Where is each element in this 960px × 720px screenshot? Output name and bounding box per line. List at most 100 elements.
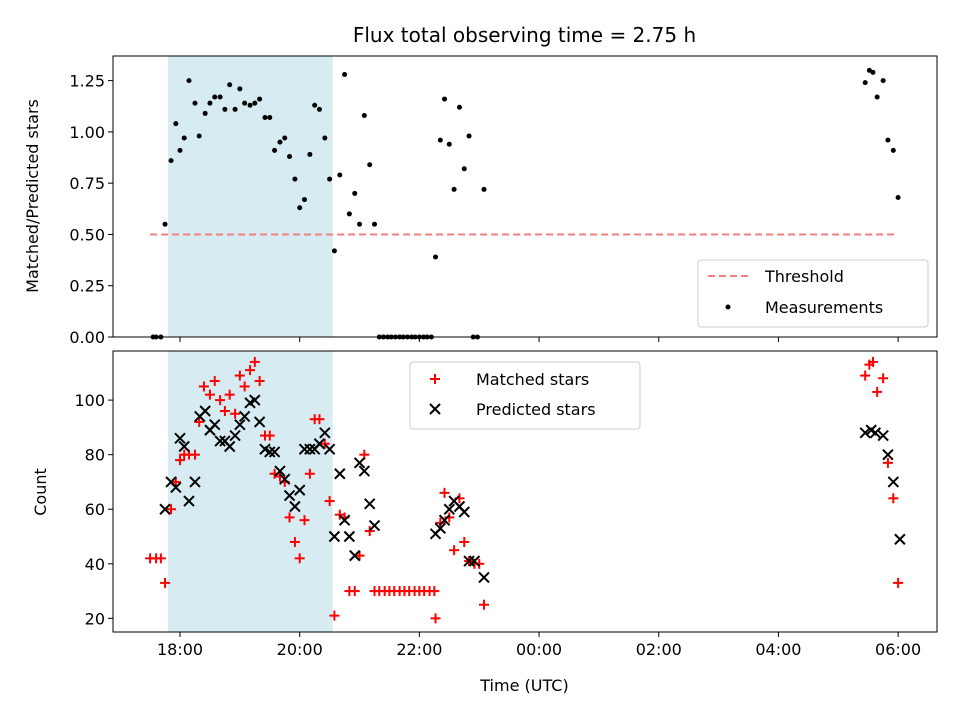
x-tick-label: 20:00: [277, 640, 323, 659]
legend-threshold-label: Threshold: [764, 267, 844, 286]
measurement-point: [222, 106, 228, 112]
predicted-point: [443, 503, 456, 515]
top-panel: Flux total observing time = 2.75 h 0.00 0…: [23, 23, 938, 347]
matched-point: [319, 438, 330, 449]
matched-point: [429, 586, 440, 597]
measurement-point: [352, 190, 358, 196]
y-tick-label: 0.75: [69, 174, 105, 193]
predicted-point: [274, 465, 286, 477]
measurement-point: [372, 221, 378, 227]
y-tick-label: 0.50: [69, 225, 105, 244]
measurement-point: [357, 221, 363, 227]
measurement-point: [870, 69, 876, 75]
predicted-point: [468, 555, 481, 567]
predicted-point: [253, 416, 266, 428]
measurement-point: [202, 110, 208, 116]
matched-point: [304, 468, 315, 479]
predicted-point: [882, 448, 894, 461]
top-legend: Threshold Measurements: [697, 259, 929, 328]
measurement-point: [227, 82, 233, 88]
top-y-axis-label: Matched/Predicted stars: [23, 99, 42, 293]
matched-point: [198, 381, 209, 392]
matched-point: [860, 370, 871, 381]
top-chart-title: Flux total observing time = 2.75 h: [353, 23, 696, 47]
matched-point: [294, 553, 305, 564]
matched-point: [189, 449, 200, 460]
matched-point: [449, 545, 460, 556]
measurement-point: [880, 78, 886, 84]
matched-point: [878, 373, 889, 384]
predicted-point: [358, 465, 371, 477]
predicted-point: [229, 429, 241, 442]
measurement-point: [186, 78, 192, 84]
matched-point: [299, 515, 310, 526]
measurement-point: [212, 94, 218, 100]
matched-point: [170, 476, 181, 487]
measurement-point: [361, 112, 367, 118]
predicted-point: [894, 533, 906, 545]
predicted-point: [368, 519, 381, 532]
bottom-legend-box: [409, 361, 641, 430]
measurement-point: [252, 100, 258, 106]
matched-point: [155, 553, 166, 564]
measurement-point: [177, 147, 183, 153]
measurement-point: [342, 71, 348, 77]
top-legend-box: [697, 259, 929, 328]
matched-point: [234, 370, 245, 381]
x-tick-label: 22:00: [396, 640, 442, 659]
measurement-point: [456, 104, 462, 110]
measurement-point: [237, 86, 243, 92]
matched-point: [204, 389, 215, 400]
predicted-point: [364, 498, 376, 510]
predicted-point: [209, 418, 221, 431]
measurement-point: [242, 100, 248, 106]
measurement-point: [217, 94, 223, 100]
bottom-panel: 20 40 60 80 100 18:00 20:00 22:00 00:00 02:00 04:…: [31, 350, 938, 695]
matched-point: [230, 408, 241, 419]
matched-point: [324, 496, 335, 507]
matched-point: [439, 487, 450, 498]
predicted-point: [877, 429, 889, 442]
measurement-point: [207, 100, 213, 106]
predicted-point: [279, 473, 291, 485]
measurement-point: [301, 197, 307, 203]
measurement-point: [346, 211, 352, 217]
measurement-point: [168, 158, 174, 164]
matched-point: [882, 457, 893, 468]
measurement-point: [272, 147, 278, 153]
y-tick-label: 0.25: [69, 277, 105, 296]
measurement-point: [446, 141, 452, 147]
predicted-point: [234, 418, 246, 431]
measurement-point: [247, 102, 253, 108]
matched-point: [289, 536, 300, 547]
predicted-point: [199, 405, 211, 417]
predicted-point: [293, 484, 306, 496]
predicted-point: [313, 438, 326, 450]
matched-point: [160, 577, 171, 588]
predicted-point: [264, 446, 276, 458]
matched-point: [194, 416, 205, 427]
measurement-point: [367, 162, 373, 168]
matched-point: [264, 430, 275, 441]
measurement-point: [461, 166, 467, 172]
measurement-point: [162, 221, 168, 227]
predicted-point: [349, 549, 361, 562]
bottom-shaded-interval: [168, 351, 333, 632]
predicted-point: [268, 446, 281, 458]
measurement-point: [181, 135, 187, 141]
predicted-point: [283, 489, 296, 502]
measurement-point: [262, 115, 268, 121]
measurement-point: [287, 154, 293, 160]
legend-matched-label: Matched stars: [476, 370, 589, 389]
measurement-point: [277, 139, 283, 145]
x-tick-label: 00:00: [516, 640, 562, 659]
matched-point: [166, 504, 177, 515]
measurement-point: [327, 176, 333, 182]
measurement-point: [466, 133, 472, 139]
predicted-point: [249, 394, 261, 406]
measurement-point: [173, 121, 179, 127]
x-tick-label: 18:00: [157, 640, 203, 659]
predicted-point: [438, 514, 451, 526]
